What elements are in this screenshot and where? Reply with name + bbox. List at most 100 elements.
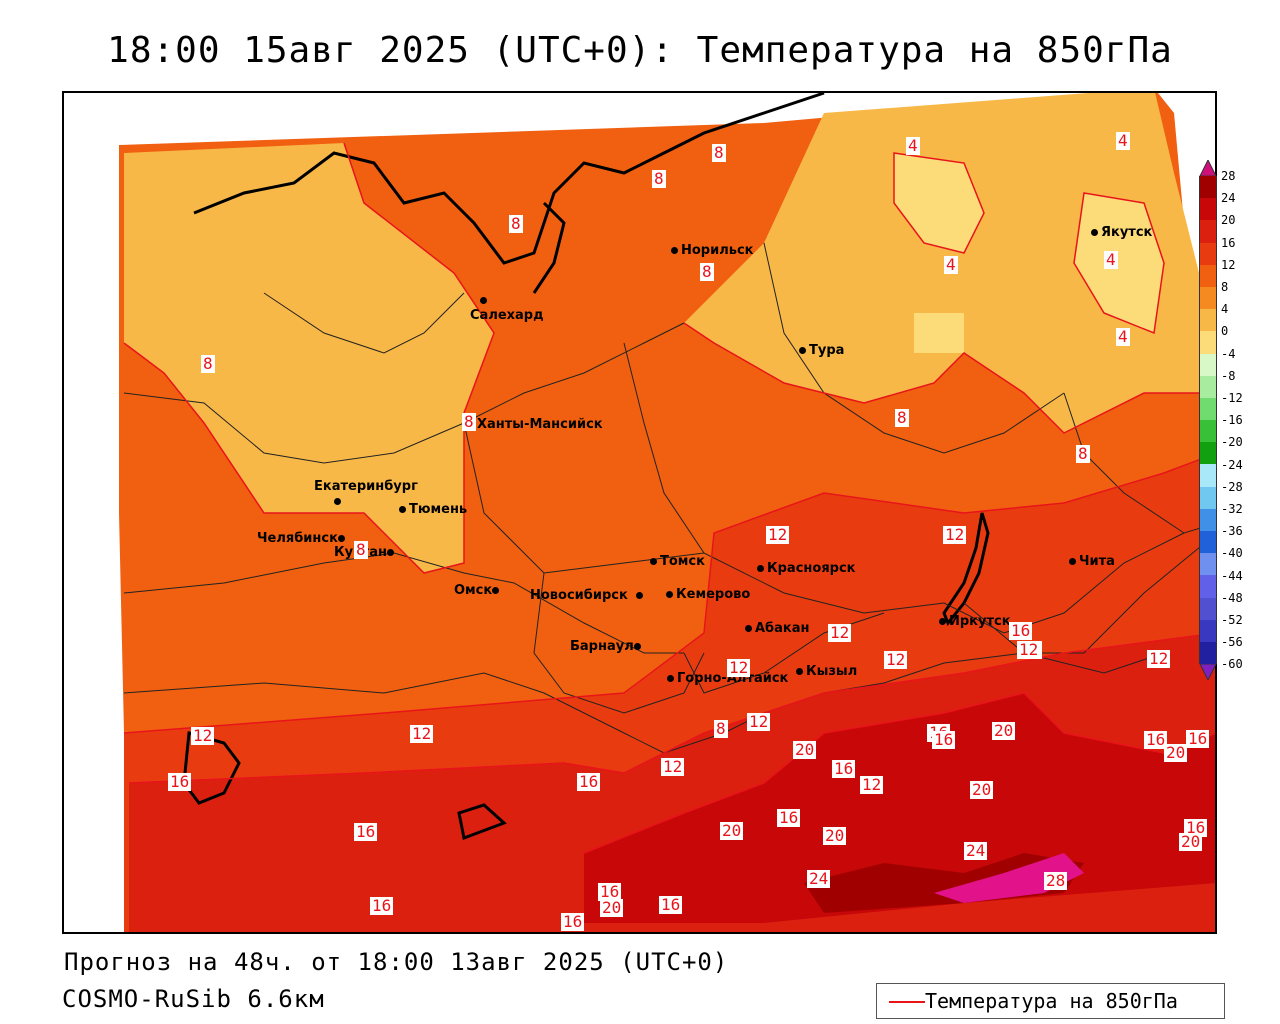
scale-tick-label: -52 [1221, 613, 1243, 627]
contour-label: 16 [659, 895, 683, 914]
contour-label: 4 [944, 255, 958, 274]
contour-label: 12 [747, 712, 771, 731]
contour-label: 8 [354, 540, 368, 559]
contour-label: 8 [462, 412, 476, 431]
contour-label: 12 [1147, 649, 1171, 668]
contour-label: 12 [828, 623, 852, 642]
contour-label: 12 [1017, 640, 1041, 659]
contour-label: 4 [1104, 250, 1118, 269]
scale-tick-label: -20 [1221, 435, 1243, 450]
scale-top-arrow [1199, 160, 1217, 176]
city-dot [334, 498, 341, 505]
legend-label: Температура на 850гПа [925, 989, 1178, 1013]
city-yakutsk: Якутск [1091, 225, 1152, 240]
city-tyumen: Тюмень [399, 502, 467, 517]
admin-boundaries [123, 242, 1215, 754]
city-dot [671, 247, 678, 254]
city-ekaterinburg: Екатеринбург [314, 479, 418, 509]
scale-segment [1199, 242, 1217, 265]
forecast-info: Прогноз на 48ч. от 18:00 13авг 2025 (UTC… [64, 948, 729, 976]
legend-line-swatch [889, 1001, 925, 1003]
map-title: 18:00 15авг 2025 (UTC+0): Температура на… [107, 30, 1173, 71]
contour-label: 12 [943, 525, 967, 544]
city-dot [745, 625, 752, 632]
scale-segment [1199, 331, 1217, 354]
scale-tick-label: -32 [1221, 502, 1243, 516]
contour-label: 24 [807, 869, 831, 888]
city-novosibirsk: Новосибирск [530, 588, 646, 603]
scale-segment [1199, 442, 1217, 465]
cool-zone-4-c [914, 313, 964, 353]
scale-tick-label: -24 [1221, 457, 1243, 472]
scale-tick-label: 24 [1221, 191, 1236, 206]
map-area[interactable]: Норильск Салехард Тура Якутск Ханты-Манс… [62, 91, 1217, 934]
contour-label: 4 [1116, 131, 1130, 150]
contour-label: 4 [906, 136, 920, 155]
scale-segment [1199, 619, 1217, 642]
scale-segments [1199, 176, 1217, 665]
contour-label: 20 [793, 740, 817, 759]
legend-box: Температура на 850гПа [876, 983, 1225, 1019]
contour-label: 8 [712, 143, 726, 162]
contour-label: 12 [860, 775, 884, 794]
scale-segment [1199, 309, 1217, 332]
scale-tick-label: -28 [1221, 479, 1243, 494]
city-dot [757, 565, 764, 572]
contour-label: 12 [191, 726, 215, 745]
scale-tick-label: -12 [1221, 391, 1243, 405]
city-abakan: Абакан [745, 621, 810, 636]
city-dot [386, 549, 394, 556]
city-kyzyl: Кызыл [796, 664, 857, 679]
scale-tick-label: -56 [1221, 635, 1243, 650]
scale-segment [1199, 553, 1217, 576]
contour-label: 8 [714, 719, 728, 738]
contour-label: 20 [1179, 832, 1203, 851]
city-kemerovo: Кемерово [666, 587, 750, 602]
temperature-field [119, 93, 1215, 932]
city-dot [939, 618, 946, 625]
scale-tick-label: 8 [1221, 280, 1229, 294]
aral-fragment [457, 803, 507, 841]
scale-segment [1199, 397, 1217, 421]
city-dot [650, 558, 657, 565]
contour-label: 8 [1076, 444, 1090, 463]
scale-segment [1199, 353, 1217, 376]
city-dot [799, 347, 806, 354]
color-scale [1199, 160, 1217, 681]
contour-label: 12 [727, 658, 751, 677]
city-chita: Чита [1069, 554, 1115, 569]
scale-segment [1199, 176, 1217, 199]
city-dot [633, 643, 641, 650]
scale-tick-label: 28 [1221, 169, 1236, 183]
contour-label: 16 [598, 882, 622, 901]
contour-label: 12 [884, 650, 908, 669]
hot-zone-28 [934, 853, 1084, 903]
city-dot [635, 592, 643, 599]
city-omsk: Омск [454, 583, 502, 598]
scale-tick-label: -8 [1221, 368, 1236, 383]
isotherms [123, 142, 1215, 854]
contour-label: 24 [964, 841, 988, 860]
scale-segment [1199, 597, 1217, 620]
model-name: COSMO-RuSib 6.6км [62, 985, 325, 1013]
city-irkutsk: Иркутск [939, 614, 1011, 629]
city-dot [1091, 229, 1098, 236]
contour-label: 8 [652, 169, 666, 188]
city-dot [492, 587, 500, 594]
city-dot [1069, 558, 1076, 565]
contour-label: 8 [509, 214, 523, 233]
contour-label: 16 [777, 808, 801, 827]
city-norilsk: Норильск [671, 243, 754, 258]
city-krasnoyarsk: Красноярск [757, 561, 856, 576]
scale-segment [1199, 420, 1217, 443]
scale-tick-label: -4 [1221, 346, 1236, 361]
contour-label: 12 [661, 757, 685, 776]
contour-label: 12 [766, 525, 790, 544]
contour-label: 8 [895, 408, 909, 427]
contour-label: 4 [1116, 327, 1130, 346]
city-gorno-altaysk: Горно-Алтайск [667, 671, 788, 686]
contour-label: 16 [1184, 818, 1208, 837]
scale-tick-label: 16 [1221, 235, 1236, 250]
scale-segment [1199, 486, 1217, 509]
contour-label: 8 [201, 354, 215, 373]
